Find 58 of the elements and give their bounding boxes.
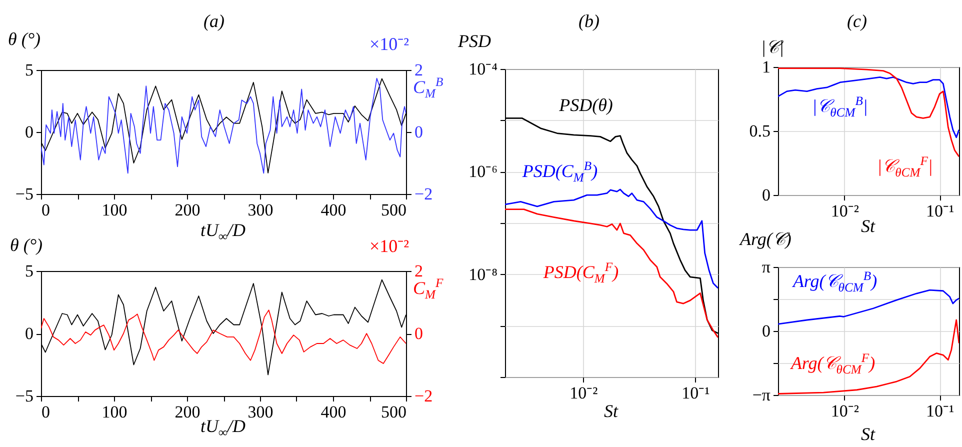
y-tick-label: 5 (25, 60, 34, 80)
y-tick-label: 1 (762, 58, 770, 76)
y2-tick-label: −2 (414, 184, 433, 204)
y2-tick-label: 0 (414, 324, 423, 343)
x-axis-title: St (860, 216, 876, 237)
y2-tick-label: 2 (414, 60, 423, 80)
x-tick-label: 100 (102, 200, 128, 220)
series-label: PSD(C$_{M}$$^{B}$) (522, 159, 598, 185)
x-tick-label: 500 (381, 402, 406, 422)
y-tick-label: 0 (762, 186, 770, 204)
y-tick-label: 10⁻⁴ (468, 60, 498, 78)
x-tick-label: 10⁻² (830, 202, 860, 220)
x-tick-label: 0 (42, 200, 50, 220)
y-tick-label: 5 (25, 262, 34, 280)
x-tick-label: 10⁻¹ (926, 402, 954, 420)
x-tick-label: 300 (248, 402, 274, 422)
line-series (41, 310, 406, 364)
x-tick-label: 300 (248, 200, 274, 220)
y2-tick-label: 0 (414, 122, 423, 142)
series-label: PSD(C$_{M}$$^{F}$) (543, 260, 619, 286)
x-axis-title: tU$_{∞}$/D (200, 416, 246, 440)
y-axis-title: Arg(𝒞) (740, 229, 792, 250)
text: ×10⁻² (369, 236, 409, 257)
y-tick-label: −5 (15, 386, 34, 406)
y-tick-label: 0 (25, 324, 34, 343)
y-tick-label: 10⁻⁶ (468, 162, 498, 182)
x-tick-label: 10⁻¹ (926, 202, 954, 220)
y-tick-label: −5 (15, 184, 34, 204)
x-axis-title: tU$_{∞}$/D (200, 220, 246, 244)
x-tick-label: 10⁻² (570, 384, 598, 402)
x-tick-label: 10⁻¹ (682, 384, 710, 402)
x-tick-label: 100 (102, 402, 128, 422)
y2-tick-label: 2 (414, 262, 423, 280)
chart-title: (b) (578, 11, 600, 32)
x-tick-label: 400 (320, 200, 346, 220)
x-tick-label: 200 (174, 200, 200, 220)
x-tick-label: 10⁻² (830, 402, 860, 420)
y-axis-title: θ (°) (8, 29, 41, 50)
series-label: PSD(θ) (559, 95, 613, 116)
chart-title: (a) (204, 11, 224, 32)
x-axis-title: St (860, 424, 876, 445)
text: ×10⁻² (369, 34, 409, 55)
y-tick-label: 0.5 (749, 122, 770, 140)
x-tick-label: 500 (381, 200, 406, 220)
x-tick-label: 200 (174, 402, 200, 422)
y-tick-label: 0 (25, 122, 34, 142)
x-tick-label: 400 (320, 402, 346, 422)
x-axis-title: St (604, 401, 618, 422)
y-tick-label: π (762, 258, 771, 276)
y-tick-label: 0 (762, 322, 770, 340)
y-tick-label: −π (752, 386, 771, 404)
x-tick-label: 0 (42, 402, 50, 422)
y2-tick-label: −2 (414, 386, 433, 406)
y-axis-title: θ (°) (10, 235, 43, 256)
y-axis-title: PSD (458, 31, 491, 52)
chart-title: (c) (847, 11, 867, 32)
y-tick-label: 10⁻⁸ (468, 264, 498, 284)
y-axis-title: |𝒞| (761, 37, 784, 58)
